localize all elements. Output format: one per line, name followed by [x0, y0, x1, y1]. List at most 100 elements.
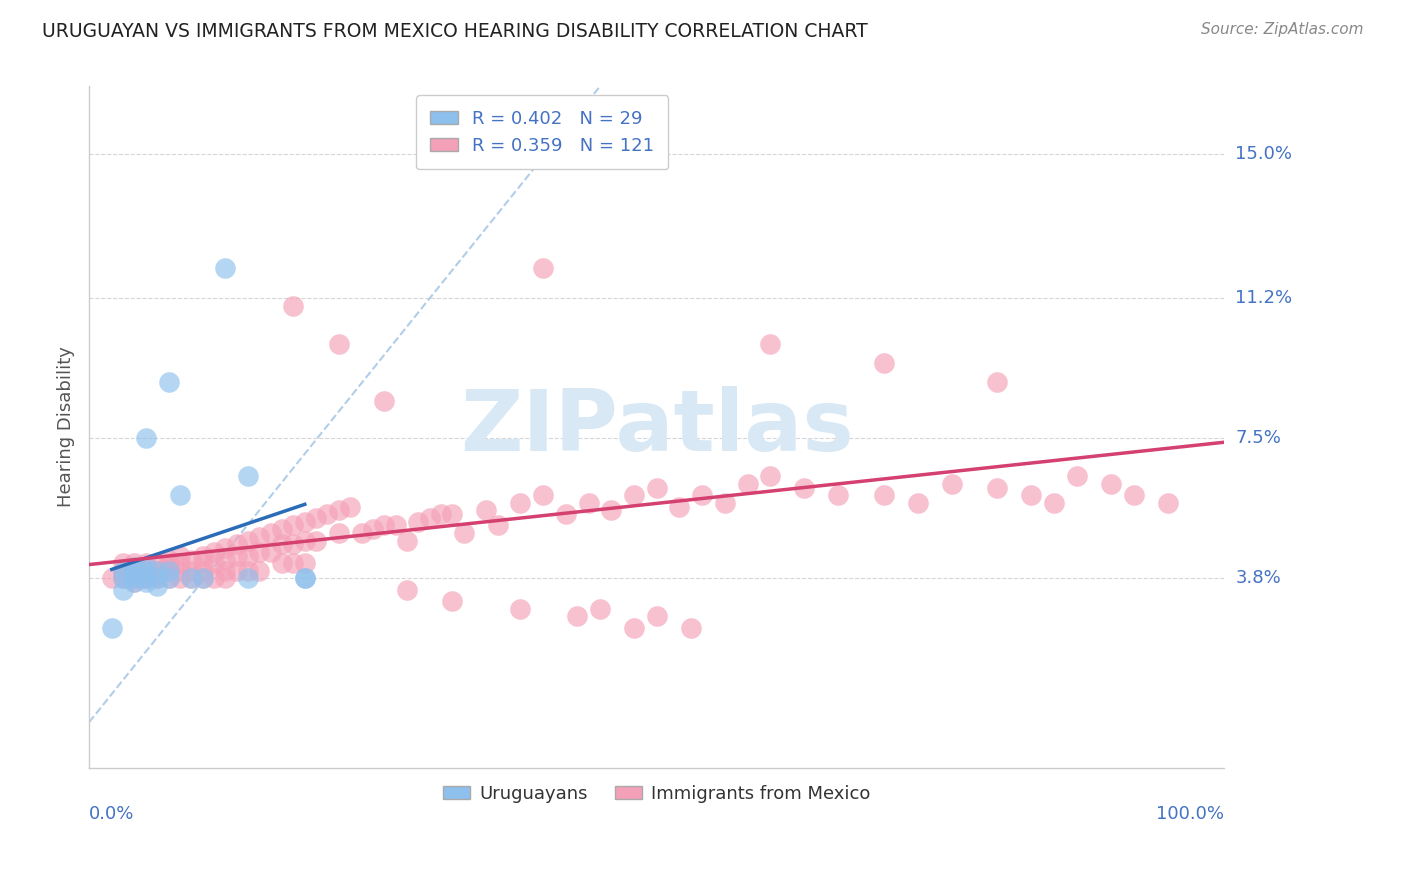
Point [419, 511, 441, 525]
Point [373, 393, 395, 408]
Point [373, 518, 395, 533]
Point [157, 560, 180, 574]
Point [157, 564, 180, 578]
Point [100, 621, 122, 635]
Point [260, 545, 283, 559]
Point [214, 261, 236, 276]
Text: ZIPatlas: ZIPatlas [460, 385, 853, 468]
Legend: Uruguayans, Immigrants from Mexico: Uruguayans, Immigrants from Mexico [436, 777, 877, 810]
Point [645, 609, 668, 624]
Point [941, 476, 963, 491]
Point [225, 564, 247, 578]
Point [236, 564, 259, 578]
Point [395, 533, 418, 548]
Point [191, 571, 214, 585]
Point [475, 503, 498, 517]
Point [124, 567, 146, 582]
Point [1043, 496, 1066, 510]
Point [169, 564, 191, 578]
Point [475, 147, 498, 161]
Point [294, 571, 316, 585]
Point [112, 567, 135, 582]
Point [100, 571, 122, 585]
Point [873, 488, 896, 502]
Point [202, 571, 225, 585]
Text: 7.5%: 7.5% [1236, 429, 1281, 448]
Point [486, 518, 509, 533]
Point [623, 488, 645, 502]
Point [247, 530, 270, 544]
Point [384, 518, 406, 533]
Point [135, 571, 157, 585]
Point [1156, 496, 1178, 510]
Point [146, 567, 169, 582]
Point [135, 571, 157, 585]
Text: URUGUAYAN VS IMMIGRANTS FROM MEXICO HEARING DISABILITY CORRELATION CHART: URUGUAYAN VS IMMIGRANTS FROM MEXICO HEAR… [42, 22, 868, 41]
Point [1066, 469, 1088, 483]
Point [124, 564, 146, 578]
Point [112, 571, 135, 585]
Point [759, 336, 782, 351]
Point [305, 511, 328, 525]
Point [191, 571, 214, 585]
Point [135, 567, 157, 582]
Point [112, 564, 135, 578]
Text: 100.0%: 100.0% [1156, 805, 1225, 823]
Point [146, 571, 169, 585]
Y-axis label: Hearing Disability: Hearing Disability [58, 347, 75, 508]
Point [124, 575, 146, 590]
Point [714, 496, 737, 510]
Text: 15.0%: 15.0% [1236, 145, 1292, 163]
Point [135, 560, 157, 574]
Point [645, 481, 668, 495]
Point [180, 564, 202, 578]
Point [146, 557, 169, 571]
Point [146, 571, 169, 585]
Text: Source: ZipAtlas.com: Source: ZipAtlas.com [1201, 22, 1364, 37]
Point [328, 526, 350, 541]
Point [236, 533, 259, 548]
Point [441, 594, 464, 608]
Point [531, 488, 554, 502]
Point [247, 545, 270, 559]
Point [589, 601, 612, 615]
Point [135, 431, 157, 445]
Point [759, 469, 782, 483]
Point [214, 564, 236, 578]
Point [294, 533, 316, 548]
Point [157, 375, 180, 389]
Point [124, 564, 146, 578]
Point [361, 522, 384, 536]
Point [316, 507, 339, 521]
Point [191, 549, 214, 563]
Point [1122, 488, 1144, 502]
Point [157, 557, 180, 571]
Point [146, 564, 169, 578]
Point [294, 571, 316, 585]
Point [395, 582, 418, 597]
Text: 0.0%: 0.0% [89, 805, 135, 823]
Point [214, 541, 236, 556]
Point [305, 533, 328, 548]
Point [271, 557, 294, 571]
Point [202, 545, 225, 559]
Point [146, 579, 169, 593]
Point [328, 503, 350, 517]
Point [135, 564, 157, 578]
Point [260, 526, 283, 541]
Point [225, 537, 247, 551]
Point [157, 571, 180, 585]
Point [679, 621, 702, 635]
Point [124, 571, 146, 585]
Point [135, 564, 157, 578]
Point [1099, 476, 1122, 491]
Point [1021, 488, 1043, 502]
Point [169, 549, 191, 563]
Point [793, 481, 815, 495]
Point [873, 356, 896, 370]
Point [623, 621, 645, 635]
Point [135, 571, 157, 585]
Point [283, 518, 305, 533]
Point [124, 575, 146, 590]
Point [339, 500, 361, 514]
